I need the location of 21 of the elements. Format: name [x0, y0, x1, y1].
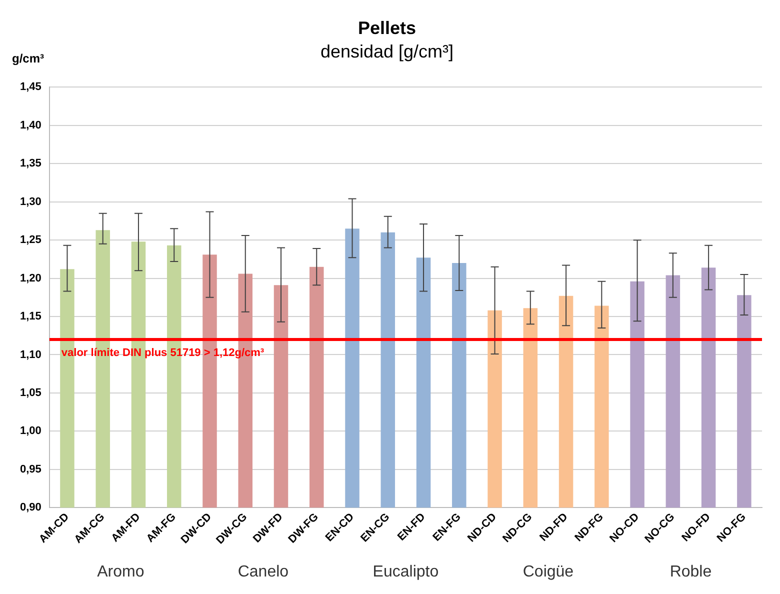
- y-tick-label: 1,00: [20, 425, 42, 438]
- y-tick-label: 1,15: [20, 310, 42, 323]
- y-tick-label: 1,30: [20, 196, 42, 208]
- chart-title: Pellets: [358, 18, 416, 38]
- y-tick-label: 0,95: [20, 463, 42, 476]
- y-tick-label: 1,40: [20, 119, 42, 132]
- y-tick-label: 0,90: [20, 502, 42, 514]
- y-tick-label: 1,20: [20, 272, 42, 284]
- y-axis-title: g/cm³: [12, 52, 44, 66]
- y-tick-label: 1,10: [20, 348, 42, 361]
- y-tick-label: 1,25: [20, 234, 42, 246]
- ref-line-label: valor límite DIN plus 51719 > 1,12g/cm³: [61, 346, 264, 359]
- text: Coigüe: [522, 563, 574, 580]
- text: Roble: [670, 563, 712, 580]
- y-tick-label: 1,45: [20, 81, 42, 94]
- chart-subtitle: densidad [g/cm³]: [320, 41, 454, 62]
- text: Aromo: [97, 563, 144, 580]
- y-tick-label: 1,05: [20, 386, 42, 399]
- text: Canelo: [238, 563, 289, 580]
- y-tick-label: 1,35: [20, 158, 42, 170]
- text: Eucalipto: [372, 563, 439, 580]
